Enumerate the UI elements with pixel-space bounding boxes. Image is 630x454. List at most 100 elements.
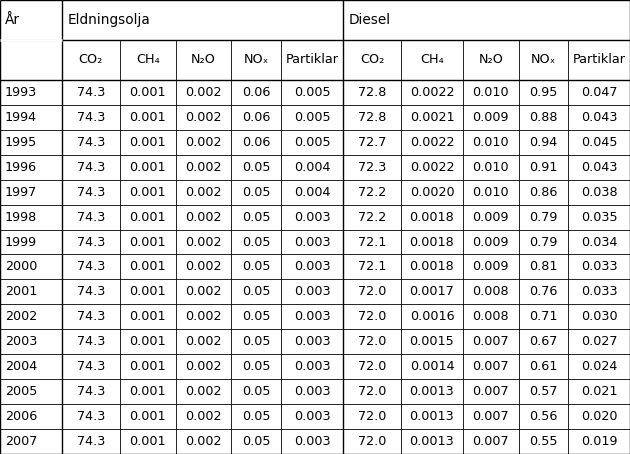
Text: 0.0013: 0.0013 xyxy=(410,435,454,448)
Text: 74.3: 74.3 xyxy=(77,136,105,149)
Text: 0.005: 0.005 xyxy=(294,86,330,99)
Text: 0.007: 0.007 xyxy=(472,385,509,398)
Text: 72.0: 72.0 xyxy=(358,410,386,423)
Text: N₂O: N₂O xyxy=(478,54,503,66)
Text: 0.009: 0.009 xyxy=(472,211,509,223)
Text: 0.005: 0.005 xyxy=(294,111,330,124)
Text: 0.001: 0.001 xyxy=(130,335,166,348)
Text: 0.007: 0.007 xyxy=(472,435,509,448)
Text: CH₄: CH₄ xyxy=(420,54,444,66)
Text: 0.61: 0.61 xyxy=(529,360,558,373)
Text: 0.010: 0.010 xyxy=(472,136,509,149)
Text: 74.3: 74.3 xyxy=(77,261,105,273)
Text: 0.05: 0.05 xyxy=(242,360,270,373)
Text: 72.8: 72.8 xyxy=(358,86,386,99)
Text: 0.030: 0.030 xyxy=(581,311,617,323)
Text: 0.021: 0.021 xyxy=(581,385,617,398)
Text: 0.06: 0.06 xyxy=(242,136,270,149)
Text: 0.045: 0.045 xyxy=(581,136,617,149)
Text: 74.3: 74.3 xyxy=(77,211,105,223)
Text: 0.001: 0.001 xyxy=(130,86,166,99)
Text: 0.94: 0.94 xyxy=(529,136,558,149)
Text: 0.009: 0.009 xyxy=(472,261,509,273)
Text: 0.0021: 0.0021 xyxy=(410,111,454,124)
Text: 0.002: 0.002 xyxy=(185,360,222,373)
Text: 1993: 1993 xyxy=(5,86,37,99)
Text: 74.3: 74.3 xyxy=(77,161,105,174)
Text: 0.009: 0.009 xyxy=(472,236,509,248)
Text: 2007: 2007 xyxy=(5,435,37,448)
Text: 74.3: 74.3 xyxy=(77,335,105,348)
Text: 0.0018: 0.0018 xyxy=(410,211,454,223)
Text: 0.033: 0.033 xyxy=(581,286,617,298)
Text: 0.0022: 0.0022 xyxy=(410,161,454,174)
Text: 0.0016: 0.0016 xyxy=(410,311,454,323)
Text: 0.047: 0.047 xyxy=(581,86,617,99)
Text: 0.002: 0.002 xyxy=(185,286,222,298)
Text: 0.86: 0.86 xyxy=(529,186,558,199)
Text: NOₓ: NOₓ xyxy=(244,54,269,66)
Text: 0.002: 0.002 xyxy=(185,211,222,223)
Text: 0.0020: 0.0020 xyxy=(410,186,454,199)
Text: 74.3: 74.3 xyxy=(77,86,105,99)
Text: 0.005: 0.005 xyxy=(294,136,330,149)
Text: 0.05: 0.05 xyxy=(242,161,270,174)
Text: 2000: 2000 xyxy=(5,261,37,273)
Text: 0.003: 0.003 xyxy=(294,335,330,348)
Text: 0.002: 0.002 xyxy=(185,385,222,398)
Text: 0.033: 0.033 xyxy=(581,261,617,273)
Text: 0.05: 0.05 xyxy=(242,261,270,273)
Text: 0.003: 0.003 xyxy=(294,261,330,273)
Text: CO₂: CO₂ xyxy=(360,54,384,66)
Text: 0.06: 0.06 xyxy=(242,86,270,99)
Text: 0.024: 0.024 xyxy=(581,360,617,373)
Text: 0.05: 0.05 xyxy=(242,385,270,398)
Text: 0.003: 0.003 xyxy=(294,385,330,398)
Text: 0.038: 0.038 xyxy=(581,186,617,199)
Text: 0.76: 0.76 xyxy=(529,286,558,298)
Text: 74.3: 74.3 xyxy=(77,186,105,199)
Text: 72.7: 72.7 xyxy=(358,136,386,149)
Text: 0.001: 0.001 xyxy=(130,211,166,223)
Text: 0.56: 0.56 xyxy=(529,410,558,423)
Text: 0.0018: 0.0018 xyxy=(410,261,454,273)
Text: 0.020: 0.020 xyxy=(581,410,617,423)
Text: 74.3: 74.3 xyxy=(77,435,105,448)
Text: 2005: 2005 xyxy=(5,385,37,398)
Text: 0.008: 0.008 xyxy=(472,286,509,298)
Text: 0.71: 0.71 xyxy=(529,311,558,323)
Text: 0.05: 0.05 xyxy=(242,286,270,298)
Text: 0.010: 0.010 xyxy=(472,186,509,199)
Text: År: År xyxy=(5,13,20,27)
Text: 2004: 2004 xyxy=(5,360,37,373)
Text: 0.001: 0.001 xyxy=(130,261,166,273)
Text: Partiklar: Partiklar xyxy=(285,54,338,66)
Text: 74.3: 74.3 xyxy=(77,111,105,124)
Text: 0.007: 0.007 xyxy=(472,360,509,373)
Text: 0.002: 0.002 xyxy=(185,136,222,149)
Text: 0.002: 0.002 xyxy=(185,236,222,248)
Text: 0.009: 0.009 xyxy=(472,111,509,124)
Text: 0.05: 0.05 xyxy=(242,335,270,348)
Text: 0.0017: 0.0017 xyxy=(410,286,454,298)
Text: 0.004: 0.004 xyxy=(294,186,330,199)
Text: 0.57: 0.57 xyxy=(529,385,558,398)
Text: 2002: 2002 xyxy=(5,311,37,323)
Text: 0.001: 0.001 xyxy=(130,410,166,423)
Text: 0.010: 0.010 xyxy=(472,161,509,174)
Text: 0.67: 0.67 xyxy=(529,335,558,348)
Text: 0.79: 0.79 xyxy=(529,236,558,248)
Text: Eldningsolja: Eldningsolja xyxy=(67,13,150,27)
Text: 0.05: 0.05 xyxy=(242,211,270,223)
Text: 0.001: 0.001 xyxy=(130,136,166,149)
Text: 0.0013: 0.0013 xyxy=(410,410,454,423)
Text: 0.81: 0.81 xyxy=(529,261,558,273)
Text: 72.1: 72.1 xyxy=(358,261,386,273)
Text: 2006: 2006 xyxy=(5,410,37,423)
Text: 0.001: 0.001 xyxy=(130,360,166,373)
Text: 0.0022: 0.0022 xyxy=(410,136,454,149)
Text: 0.91: 0.91 xyxy=(529,161,558,174)
Text: 0.0018: 0.0018 xyxy=(410,236,454,248)
Text: 1998: 1998 xyxy=(5,211,37,223)
Text: 0.55: 0.55 xyxy=(529,435,558,448)
